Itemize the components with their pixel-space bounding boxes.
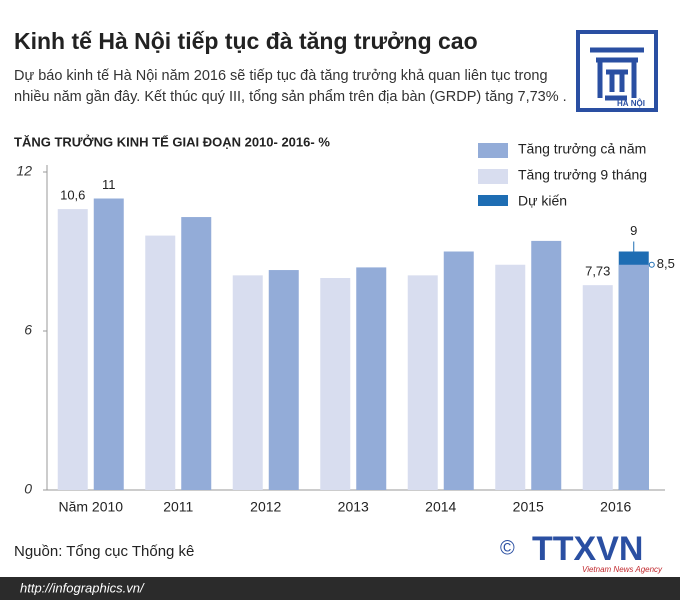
copyright: © bbox=[500, 537, 515, 559]
url[interactable]: http://infographics.vn/ bbox=[20, 580, 145, 595]
legend-label: Tăng trưởng cả năm bbox=[518, 141, 646, 157]
bar bbox=[93, 198, 124, 490]
data-label: 7,73 bbox=[585, 264, 610, 279]
bar bbox=[582, 285, 613, 490]
x-tick-label: 2015 bbox=[513, 499, 544, 515]
footer-bar bbox=[0, 577, 680, 600]
bar bbox=[268, 270, 299, 490]
bar bbox=[232, 275, 263, 490]
bar bbox=[181, 217, 212, 491]
source: Nguồn: Tổng cục Thống kê bbox=[14, 543, 194, 560]
bar bbox=[495, 264, 526, 490]
x-tick-label: 2013 bbox=[338, 499, 369, 515]
bar bbox=[407, 275, 438, 490]
bar bbox=[618, 264, 649, 490]
x-tick-label: 2011 bbox=[163, 499, 193, 515]
legend-label: Tăng trưởng 9 tháng bbox=[518, 167, 647, 183]
title: Kinh tế Hà Nội tiếp tục đà tăng trưởng c… bbox=[14, 28, 478, 54]
logo-text: HÀ NỘI bbox=[617, 99, 645, 108]
data-label: 9 bbox=[630, 223, 637, 238]
legend-label: Dự kiến bbox=[518, 193, 567, 209]
hanoi-logo: HÀ NỘI bbox=[576, 30, 658, 112]
subtitle: Dự báo kinh tế Hà Nội năm 2016 sẽ tiếp t… bbox=[14, 68, 567, 105]
y-tick-label: 12 bbox=[16, 163, 32, 179]
data-label: 11 bbox=[102, 177, 116, 192]
bar bbox=[145, 235, 176, 490]
data-label: 8,5 bbox=[657, 256, 675, 271]
x-tick-label: 2014 bbox=[425, 499, 456, 515]
legend-swatch bbox=[478, 143, 508, 158]
bar bbox=[443, 251, 474, 490]
y-tick-label: 6 bbox=[24, 322, 32, 338]
data-label: 10,6 bbox=[60, 188, 85, 203]
agency-logo: TTXVN bbox=[532, 530, 643, 568]
x-tick-label: 2012 bbox=[250, 499, 281, 515]
bar bbox=[356, 267, 387, 490]
legend-swatch bbox=[478, 169, 508, 184]
bar bbox=[57, 209, 88, 490]
bar bbox=[320, 278, 351, 490]
legend-swatch bbox=[478, 195, 508, 206]
agency-sub: Vietnam News Agency bbox=[582, 565, 663, 574]
bar bbox=[531, 240, 562, 490]
label-dot bbox=[648, 261, 655, 268]
chart-title: TĂNG TRƯỞNG KINH TẾ GIAI ĐOẠN 2010- 2016… bbox=[14, 134, 330, 149]
y-tick-label: 0 bbox=[24, 481, 32, 497]
x-tick-label: 2016 bbox=[600, 499, 631, 515]
x-tick-label: Năm 2010 bbox=[58, 499, 123, 515]
